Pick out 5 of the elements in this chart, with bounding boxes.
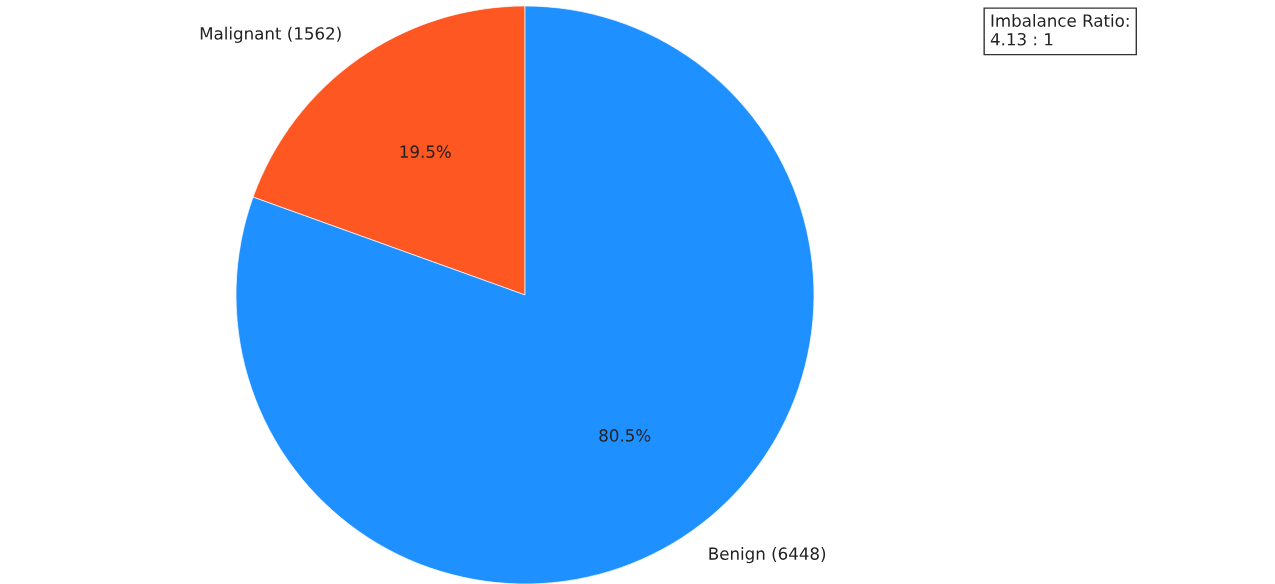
slice-label: Malignant (1562) <box>200 26 341 43</box>
text: Imbalance Ratio: 4.13 : 1 <box>990 14 1129 46</box>
data-label: 80.5% <box>599 429 651 442</box>
data-label: 19.5% <box>400 145 451 158</box>
slice-label: Benign (6448) <box>709 547 826 564</box>
